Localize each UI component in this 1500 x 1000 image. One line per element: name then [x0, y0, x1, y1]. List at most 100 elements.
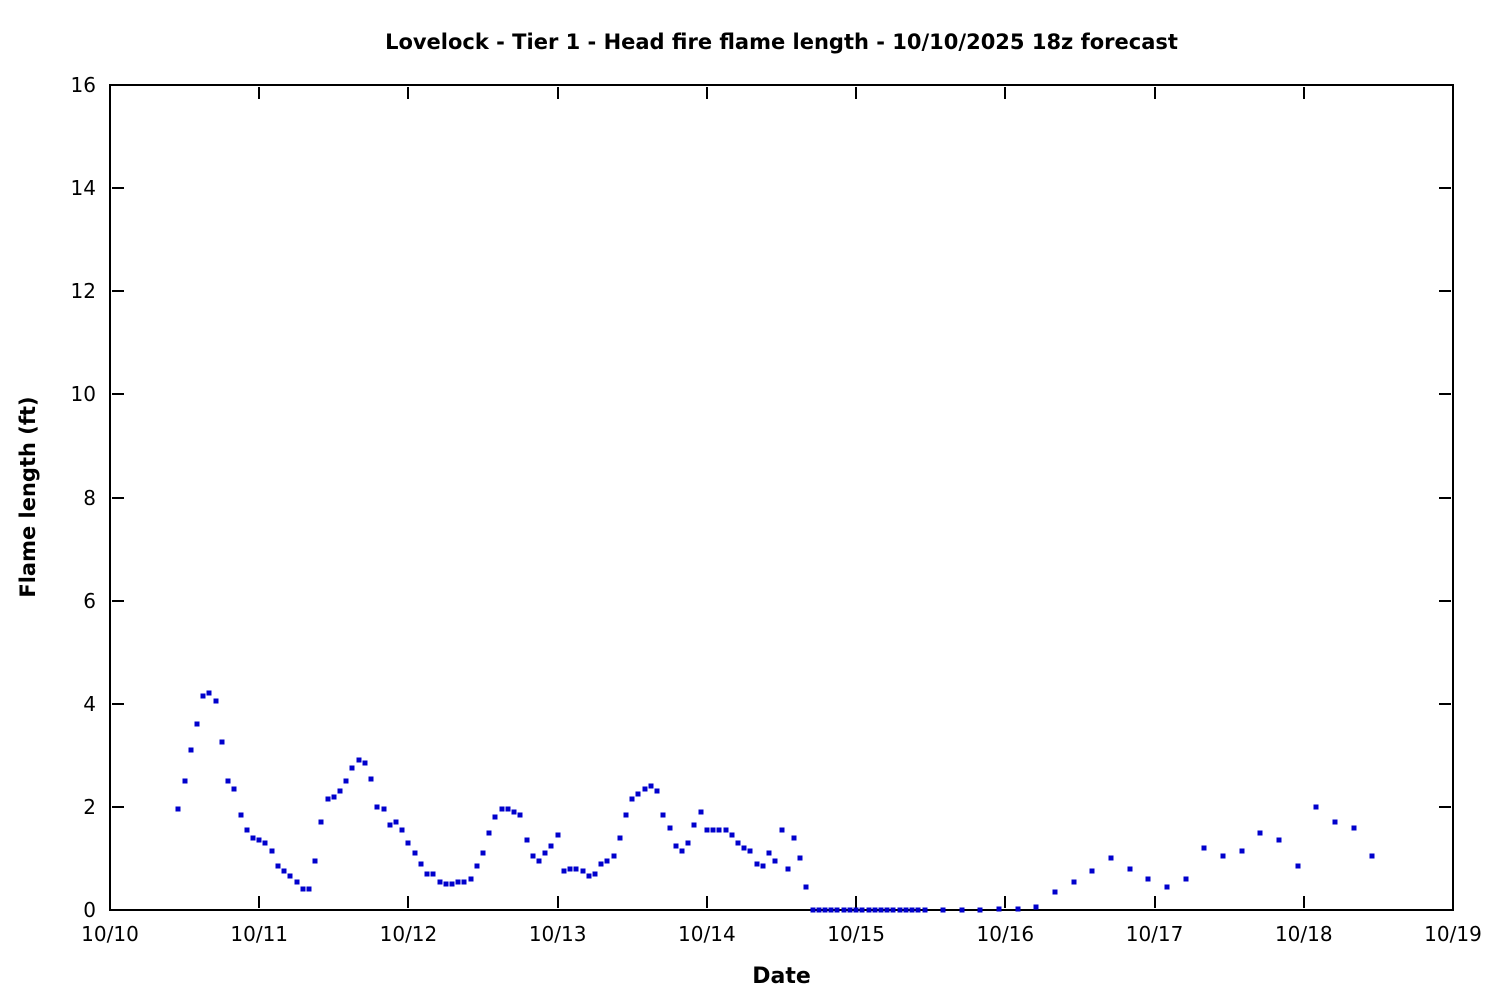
data-point	[660, 812, 666, 818]
y-tick-label: 4	[83, 691, 96, 716]
y-axis-title: Flame length (ft)	[16, 396, 40, 598]
data-point	[710, 827, 716, 833]
x-tick-label: 10/18	[1274, 922, 1333, 946]
data-point	[959, 907, 965, 913]
data-point	[374, 804, 380, 810]
data-point	[461, 879, 467, 885]
x-tick-label: 10/11	[230, 922, 289, 946]
x-tick	[1302, 896, 1305, 908]
data-point	[853, 907, 859, 913]
data-point	[816, 907, 822, 913]
x-tick-top	[1004, 87, 1007, 99]
data-point	[1127, 866, 1133, 872]
data-point	[698, 809, 704, 815]
data-point	[834, 907, 840, 913]
data-point	[1015, 906, 1021, 912]
data-point	[648, 783, 654, 789]
x-tick-label: 10/12	[379, 922, 438, 946]
data-point	[269, 848, 275, 854]
y-tick-label: 16	[70, 73, 96, 97]
data-point	[468, 876, 474, 882]
data-point	[977, 907, 983, 913]
data-point	[1145, 876, 1151, 882]
data-point	[996, 906, 1002, 912]
data-point	[909, 907, 915, 913]
data-point	[810, 907, 816, 913]
data-point	[530, 853, 536, 859]
x-tick-label: 10/19	[1424, 922, 1482, 946]
x-tick	[705, 896, 708, 908]
y-tick	[112, 702, 124, 705]
data-point	[772, 858, 778, 864]
x-tick-label: 10/16	[976, 922, 1035, 946]
data-point	[1071, 879, 1077, 885]
data-point	[262, 840, 268, 846]
data-point	[704, 827, 710, 833]
data-point	[822, 907, 828, 913]
data-point	[182, 778, 188, 784]
y-tick-label: 8	[83, 485, 96, 510]
y-tick-right	[1439, 805, 1451, 808]
y-tick	[112, 599, 124, 602]
y-tick	[112, 496, 124, 499]
data-point	[1183, 876, 1189, 882]
data-point	[318, 819, 324, 825]
data-point	[797, 855, 803, 861]
data-point	[1332, 819, 1338, 825]
data-point	[586, 873, 592, 879]
data-point	[1276, 837, 1282, 843]
data-point	[1108, 855, 1114, 861]
data-point	[213, 698, 219, 704]
data-point	[555, 832, 561, 838]
data-point	[592, 871, 598, 877]
data-point	[343, 778, 349, 784]
data-point	[1313, 804, 1319, 810]
data-point	[723, 827, 729, 833]
y-tick-right	[1439, 702, 1451, 705]
data-point	[194, 721, 200, 727]
data-point	[598, 861, 604, 867]
data-point	[679, 848, 685, 854]
data-point	[250, 835, 256, 841]
data-point	[673, 843, 679, 849]
data-point	[492, 814, 498, 820]
x-tick-label: 10/14	[678, 922, 736, 946]
data-point	[866, 907, 872, 913]
data-point	[511, 809, 517, 815]
data-point	[766, 850, 772, 856]
data-point	[393, 819, 399, 825]
data-point	[580, 868, 586, 874]
data-point	[238, 812, 244, 818]
data-point	[729, 832, 735, 838]
x-tick-top	[407, 87, 410, 99]
data-point	[542, 850, 548, 856]
data-point	[573, 866, 579, 872]
data-point	[561, 868, 567, 874]
x-tick-label: 10/10	[81, 922, 139, 946]
x-tick	[1153, 896, 1156, 908]
data-point	[1201, 845, 1207, 851]
data-point	[312, 858, 318, 864]
data-point	[418, 861, 424, 867]
data-point	[188, 747, 194, 753]
x-tick-top	[705, 87, 708, 99]
data-point	[536, 858, 542, 864]
y-tick	[112, 187, 124, 190]
data-point	[617, 835, 623, 841]
data-point	[1351, 825, 1357, 830]
data-point	[349, 765, 355, 771]
data-point	[1369, 853, 1375, 859]
data-point	[654, 788, 660, 794]
data-point	[524, 837, 530, 843]
data-point	[897, 907, 903, 913]
data-point	[859, 907, 865, 913]
data-point	[1239, 848, 1245, 854]
data-point	[1220, 853, 1226, 859]
y-tick	[112, 393, 124, 396]
data-point	[331, 794, 337, 800]
data-point	[505, 806, 511, 812]
data-point	[175, 806, 181, 812]
data-point	[200, 693, 206, 699]
data-point	[306, 886, 312, 892]
